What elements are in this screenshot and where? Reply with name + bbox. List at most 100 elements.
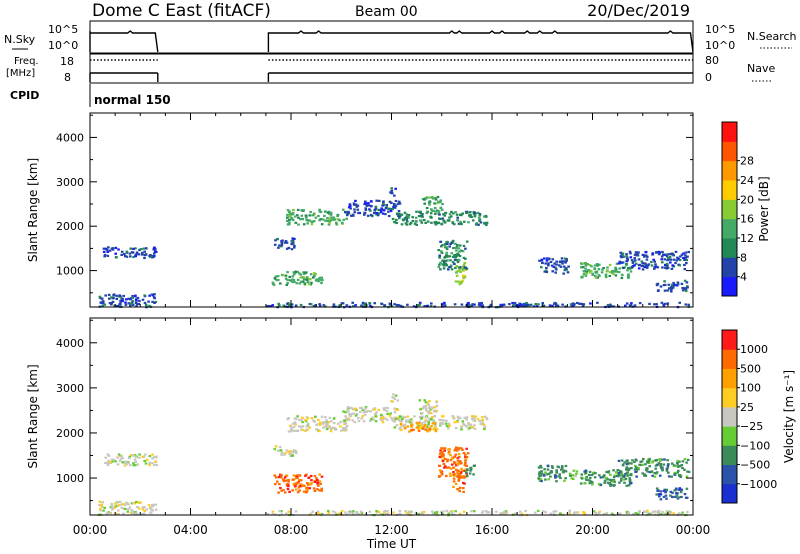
echo-cell xyxy=(570,477,574,480)
echo-cell xyxy=(644,510,647,513)
echo-cell xyxy=(143,509,146,512)
echo-cell xyxy=(543,468,546,471)
echo-cell xyxy=(433,426,436,429)
echo-cell xyxy=(441,302,445,305)
echo-cell xyxy=(461,212,464,215)
echo-region xyxy=(437,239,469,271)
echo-cell xyxy=(537,472,541,475)
echo-cell xyxy=(471,415,474,418)
echo-cell xyxy=(646,470,649,473)
echo-cell xyxy=(677,512,681,515)
echo-cell xyxy=(396,212,399,215)
echo-cell xyxy=(114,512,118,515)
echo-cell xyxy=(407,214,411,217)
echo-cell xyxy=(324,219,327,222)
echo-cell xyxy=(617,262,621,265)
echo-cell xyxy=(456,219,459,222)
echo-cell xyxy=(441,259,444,262)
echo-cell xyxy=(350,214,353,217)
echo-cell xyxy=(614,274,618,277)
echo-cell xyxy=(438,254,441,257)
echo-cell xyxy=(462,244,466,247)
echo-cell xyxy=(544,262,547,265)
echo-cell xyxy=(662,495,666,498)
echo-cell xyxy=(630,462,633,465)
echo-cell xyxy=(352,214,355,217)
echo-cell xyxy=(397,209,401,213)
echo-region xyxy=(617,457,691,478)
echo-cell xyxy=(462,490,465,493)
echo-cell xyxy=(562,471,565,474)
echo-cell xyxy=(454,280,458,283)
echo-cell xyxy=(373,408,376,411)
echo-cell xyxy=(435,510,439,514)
echo-cell xyxy=(154,250,157,253)
echo-cell xyxy=(364,207,367,210)
echo-cell xyxy=(447,427,450,430)
echo-cell xyxy=(667,258,671,261)
echo-cell xyxy=(447,466,451,469)
echo-cell xyxy=(461,269,465,272)
echo-cell xyxy=(135,298,138,301)
echo-cell xyxy=(430,412,433,415)
echo-cell xyxy=(658,458,661,461)
echo-cell xyxy=(566,271,570,274)
echo-cell xyxy=(290,248,294,251)
echo-cell xyxy=(132,454,135,457)
echo-cell xyxy=(457,254,461,257)
echo-cell xyxy=(455,265,458,268)
echo-cell xyxy=(135,303,139,306)
echo-cell xyxy=(126,508,130,511)
colorbar-tick-label: 12 xyxy=(740,232,754,245)
echo-cell xyxy=(454,510,457,513)
echo-cell xyxy=(304,474,307,477)
echo-cell xyxy=(653,303,656,306)
echo-cell xyxy=(129,302,133,305)
echo-cell xyxy=(445,251,449,254)
echo-cell xyxy=(523,302,526,306)
echo-cell xyxy=(271,513,274,516)
echo-region xyxy=(421,195,444,213)
echo-cell xyxy=(655,471,659,474)
echo-cell xyxy=(439,456,442,459)
echo-region xyxy=(97,500,158,516)
echo-cell xyxy=(125,502,128,505)
echo-cell xyxy=(354,203,358,206)
echo-cell xyxy=(448,245,451,248)
echo-cell xyxy=(584,471,588,474)
echo-cell xyxy=(293,280,296,284)
echo-cell xyxy=(286,213,289,216)
echo-cell xyxy=(364,200,367,203)
echo-cell xyxy=(638,463,641,466)
echo-cell xyxy=(381,212,385,215)
echo-cell xyxy=(104,456,107,459)
freq-right-tick-bottom: 0 xyxy=(705,71,712,84)
echo-cell xyxy=(613,474,617,477)
echo-cell xyxy=(278,445,282,449)
echo-cell xyxy=(633,257,636,260)
echo-cell xyxy=(638,510,641,513)
echo-cell xyxy=(362,420,366,423)
echo-cell xyxy=(421,427,424,430)
echo-cell xyxy=(295,483,298,486)
echo-cell xyxy=(678,264,681,267)
echo-cell xyxy=(459,271,462,274)
echo-cell xyxy=(414,216,418,219)
echo-cell xyxy=(661,510,664,513)
echo-cell xyxy=(113,506,117,509)
echo-cell xyxy=(453,303,457,306)
echo-cell xyxy=(134,512,138,515)
echo-cell xyxy=(321,218,325,221)
echo-cell xyxy=(659,464,662,467)
echo-cell xyxy=(596,276,599,279)
echo-cell xyxy=(294,485,297,488)
colorbar-swatch xyxy=(722,141,737,162)
echo-cell xyxy=(412,428,415,431)
echo-cell xyxy=(427,420,430,423)
echo-cell xyxy=(618,260,622,263)
echo-cell xyxy=(428,203,431,206)
echo-cell xyxy=(104,294,107,297)
echo-cell xyxy=(443,256,446,259)
echo-region xyxy=(273,445,298,458)
echo-cell xyxy=(320,475,324,478)
